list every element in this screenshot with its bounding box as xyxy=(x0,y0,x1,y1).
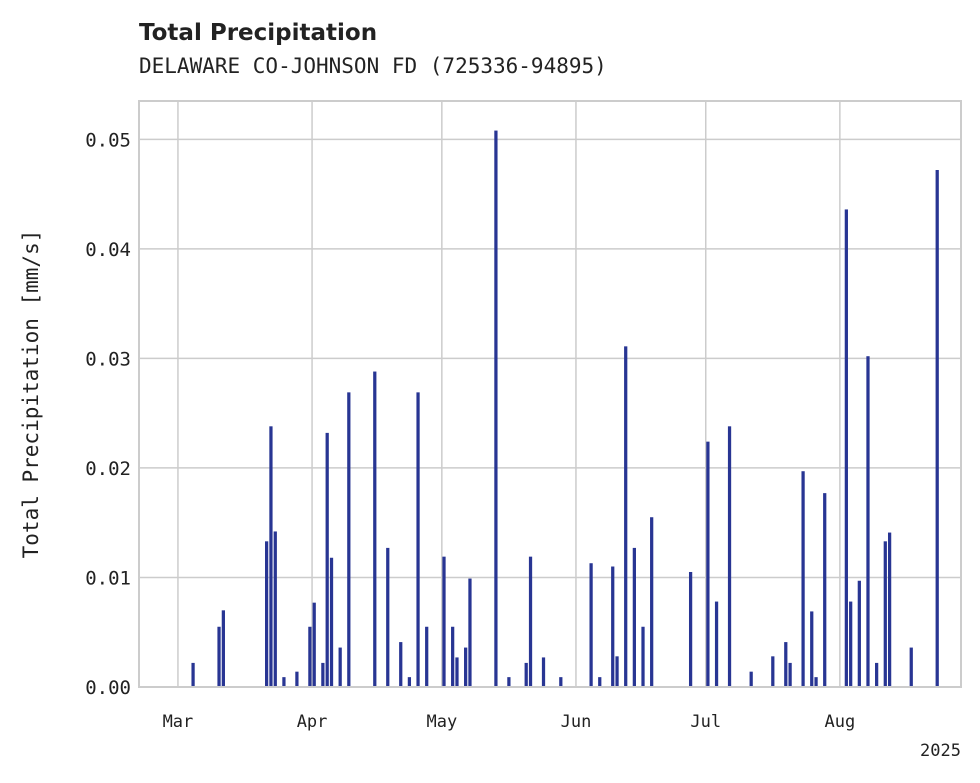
precip-bar xyxy=(221,610,225,687)
precip-bar xyxy=(714,601,719,687)
precip-bar xyxy=(883,541,887,687)
y-tick-label: 0.02 xyxy=(85,458,131,480)
precip-bar xyxy=(507,677,511,687)
precip-bar xyxy=(844,209,848,687)
y-tick-label: 0.04 xyxy=(85,239,131,261)
precip-bar xyxy=(295,671,299,687)
precip-bar xyxy=(541,657,546,687)
x-tick-label: May xyxy=(426,712,457,732)
precip-bar xyxy=(823,493,827,687)
precip-bar xyxy=(749,671,753,687)
x-tick-labels: Mar Apr May Jun Jul Aug xyxy=(163,712,856,732)
precip-bar xyxy=(451,626,455,687)
precip-bar xyxy=(321,662,325,687)
precip-bar xyxy=(611,566,615,687)
x-tick-label: Jul xyxy=(690,712,721,732)
precip-bar xyxy=(866,356,870,687)
precip-bar xyxy=(814,677,818,687)
precip-bar xyxy=(269,426,273,687)
precip-bar xyxy=(589,563,593,687)
y-tick-label: 0.03 xyxy=(85,348,131,370)
precip-bar xyxy=(801,471,805,687)
y-tick-label: 0.00 xyxy=(85,677,131,699)
precip-bar xyxy=(706,441,710,687)
x-year-label: 2025 xyxy=(920,741,961,761)
precip-bar xyxy=(347,392,351,687)
precip-bar xyxy=(641,626,645,687)
grid-layer xyxy=(139,101,961,688)
y-tick-label: 0.05 xyxy=(85,129,131,151)
precip-bar xyxy=(788,662,792,687)
precip-bar xyxy=(632,547,636,687)
precip-bar xyxy=(598,677,602,687)
precip-bar xyxy=(265,541,269,687)
precip-bar xyxy=(887,532,892,687)
precip-bar xyxy=(442,556,446,687)
x-tick-label: Apr xyxy=(297,712,328,732)
x-tick-label: Jun xyxy=(561,712,592,732)
bars-layer xyxy=(191,130,939,687)
chart-subtitle: DELAWARE CO-JOHNSON FD (725336-94895) xyxy=(139,54,607,78)
precip-bar xyxy=(399,642,403,687)
precip-bar xyxy=(935,170,939,687)
precip-bar xyxy=(273,531,277,687)
precip-bar xyxy=(784,642,788,687)
precip-bar xyxy=(425,626,429,687)
precip-bar xyxy=(875,662,879,687)
precip-bar xyxy=(494,130,498,687)
precip-bar xyxy=(407,677,412,687)
y-axis-label: Total Precipitation [mm/s] xyxy=(19,230,43,559)
y-tick-labels: 0.00 0.01 0.02 0.03 0.04 0.05 xyxy=(85,129,131,699)
y-tick-label: 0.01 xyxy=(85,567,131,589)
precip-bar xyxy=(771,656,775,687)
precip-bar xyxy=(559,677,563,687)
precip-bar xyxy=(191,662,195,687)
precip-bar xyxy=(455,657,459,687)
x-tick-label: Mar xyxy=(163,712,194,732)
precip-bar xyxy=(312,602,316,687)
precip-bar xyxy=(373,371,377,687)
precip-bar xyxy=(624,346,628,687)
precip-bar xyxy=(849,601,853,687)
precip-bar xyxy=(810,611,814,687)
chart-title: Total Precipitation xyxy=(139,20,377,46)
plot-frame xyxy=(138,100,962,688)
x-tick-label: Aug xyxy=(825,712,856,732)
precip-bar xyxy=(338,647,342,687)
precip-bar xyxy=(464,647,468,687)
precip-bar xyxy=(727,426,732,687)
precip-bar xyxy=(688,571,693,687)
precip-bar xyxy=(329,557,334,687)
precip-bar xyxy=(909,647,913,687)
precip-bar xyxy=(650,517,654,687)
precip-bar xyxy=(282,677,286,687)
precip-bar xyxy=(524,662,528,687)
precip-bar xyxy=(528,556,533,687)
precip-bar xyxy=(416,392,420,687)
precip-bar xyxy=(857,580,861,687)
precip-bar xyxy=(308,626,312,687)
precip-bar xyxy=(217,626,221,687)
precip-bar xyxy=(615,656,619,687)
precip-bar xyxy=(386,547,390,687)
precip-bar xyxy=(325,432,329,687)
precip-bar xyxy=(468,578,472,687)
